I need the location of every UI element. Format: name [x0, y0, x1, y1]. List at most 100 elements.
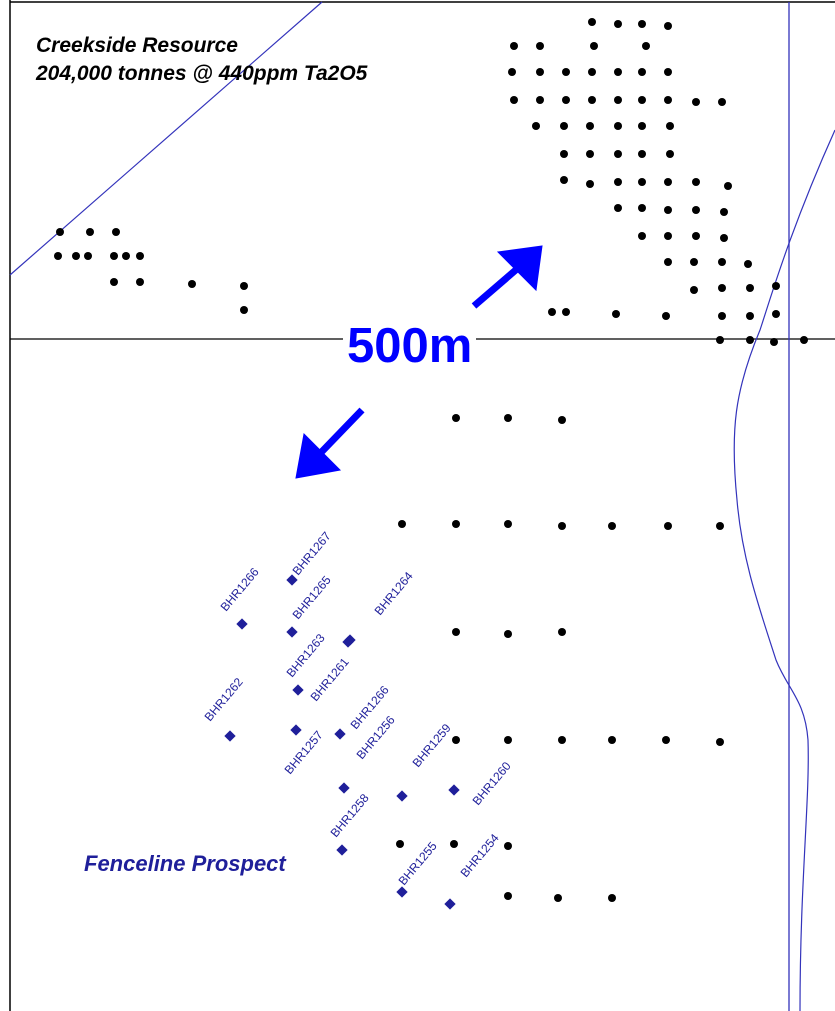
drillhole-marker: [662, 312, 670, 320]
drillhole-marker: [560, 122, 568, 130]
scale-label: 500m: [343, 318, 477, 374]
drillhole-marker: [664, 68, 672, 76]
drillhole-marker: [638, 96, 646, 104]
drillhole-marker: [450, 840, 458, 848]
new-drillhole-marker: [342, 636, 354, 648]
drillhole-marker: [136, 252, 144, 260]
drillhole-marker: [608, 736, 616, 744]
drillhole-label: BHR1263: [284, 631, 328, 680]
drillhole-marker: [558, 416, 566, 424]
drillhole-marker: [664, 522, 672, 530]
drillhole-marker: [692, 232, 700, 240]
drillhole-marker: [666, 150, 674, 158]
drillhole-marker: [84, 252, 92, 260]
new-drillhole-marker: [224, 730, 236, 742]
drillhole-marker: [86, 228, 94, 236]
drillhole-marker: [746, 284, 754, 292]
drillhole-marker: [560, 176, 568, 184]
resource-grade: 204,000 tonnes @ 440ppm Ta2O5: [36, 62, 368, 85]
drillhole-marker: [614, 178, 622, 186]
drillhole-marker: [588, 96, 596, 104]
drillhole-marker: [536, 96, 544, 104]
drillhole-marker: [664, 178, 672, 186]
drillhole-marker: [638, 204, 646, 212]
drillhole-marker: [800, 336, 808, 344]
drillhole-label: BHR1259: [410, 721, 454, 770]
drillhole-marker: [690, 286, 698, 294]
drillhole-marker: [452, 520, 460, 528]
drillhole-marker: [614, 96, 622, 104]
drillhole-marker: [504, 630, 512, 638]
drillhole-marker: [720, 234, 728, 242]
drillhole-marker: [716, 522, 724, 530]
existing-drillholes: [54, 18, 808, 902]
drillhole-marker: [188, 280, 196, 288]
drillhole-marker: [746, 336, 754, 344]
drillhole-marker: [718, 312, 726, 320]
new-drillhole-marker: [396, 790, 408, 802]
drillhole-marker: [110, 252, 118, 260]
drillhole-marker: [452, 414, 460, 422]
drillhole-marker: [724, 182, 732, 190]
new-drillhole-marker: [286, 626, 298, 638]
drillhole-marker: [240, 306, 248, 314]
drillhole-marker: [718, 258, 726, 266]
new-drillhole-marker: [444, 898, 456, 910]
drillhole-marker: [772, 310, 780, 318]
drillhole-label: BHR1267: [290, 529, 334, 578]
resource-name: Creekside Resource: [36, 34, 238, 57]
drillhole-marker: [558, 628, 566, 636]
drillhole-marker: [692, 178, 700, 186]
drillhole-marker: [664, 206, 672, 214]
scale-arrow-northeast: [471, 245, 543, 309]
creek-line: [733, 129, 835, 1011]
drillhole-marker: [666, 122, 674, 130]
drillhole-marker: [504, 892, 512, 900]
drillhole-marker: [398, 520, 406, 528]
drillhole-marker: [110, 278, 118, 286]
drillhole-marker: [608, 894, 616, 902]
drillhole-marker: [536, 68, 544, 76]
new-drillhole-marker: [286, 574, 298, 586]
drillhole-marker: [746, 312, 754, 320]
drillhole-marker: [554, 894, 562, 902]
new-drillhole-marker: [336, 844, 348, 856]
drillhole-label: BHR1261: [308, 655, 352, 704]
drillhole-marker: [638, 122, 646, 130]
new-drillhole-marker: [396, 886, 408, 898]
drillhole-marker: [590, 42, 598, 50]
drillhole-marker: [638, 150, 646, 158]
drillhole-marker: [692, 206, 700, 214]
drillhole-marker: [642, 42, 650, 50]
drillhole-marker: [588, 18, 596, 26]
drillhole-marker: [718, 98, 726, 106]
drillhole-marker: [614, 68, 622, 76]
drillhole-marker: [240, 282, 248, 290]
drillhole-marker: [614, 20, 622, 28]
drillhole-marker: [744, 260, 752, 268]
drillhole-marker: [614, 150, 622, 158]
drillhole-marker: [562, 68, 570, 76]
drillhole-label: BHR1264: [372, 569, 416, 618]
drillhole-marker: [664, 22, 672, 30]
new-drillhole-marker: [338, 782, 350, 794]
drillhole-marker: [770, 338, 778, 346]
drillhole-marker: [614, 122, 622, 130]
new-drillhole-marker: [334, 728, 346, 740]
drillhole-marker: [510, 96, 518, 104]
drillhole-marker: [716, 336, 724, 344]
drillhole-marker: [548, 308, 556, 316]
drillhole-label: BHR1266: [218, 565, 262, 614]
drillhole-marker: [452, 628, 460, 636]
new-drillhole-marker: [448, 784, 460, 796]
drillhole-marker: [638, 232, 646, 240]
drillhole-marker: [664, 258, 672, 266]
drillhole-marker: [588, 68, 596, 76]
drillhole-label: BHR1257: [282, 728, 326, 777]
drillhole-marker: [772, 282, 780, 290]
new-drillhole-marker: [292, 684, 304, 696]
drillhole-marker: [612, 310, 620, 318]
drillhole-label: BHR1258: [328, 791, 372, 840]
drillhole-marker: [562, 96, 570, 104]
